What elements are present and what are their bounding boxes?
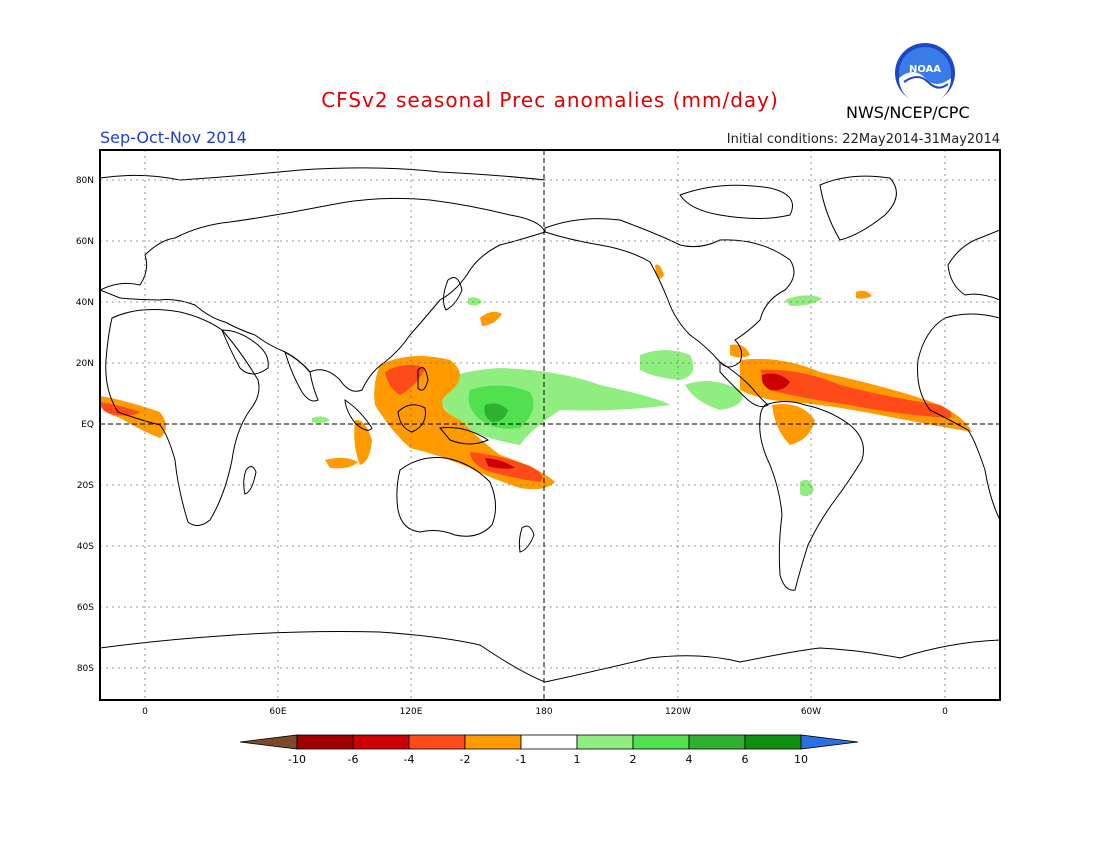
reference-lines <box>100 150 1000 700</box>
dry-anomaly-sumatra <box>354 419 372 465</box>
coastline-arctic-islands <box>679 184 793 219</box>
colorbar-label: -6 <box>348 753 359 766</box>
season-label: Sep-Oct-Nov 2014 <box>100 128 247 147</box>
lon-label: 0 <box>142 707 148 717</box>
lat-label: 60S <box>77 603 94 613</box>
colorbar-swatch <box>352 734 410 750</box>
lat-label: 40N <box>76 298 94 308</box>
colorbar-swatch <box>632 734 690 750</box>
lat-label: 80N <box>76 176 94 186</box>
coastline-new-zealand <box>518 525 535 553</box>
coastline-south-america <box>759 401 864 591</box>
coastline-arctic <box>100 167 546 181</box>
lat-label: 40S <box>77 542 94 552</box>
coastline-antarctica <box>100 631 1000 683</box>
agency-label: NWS/NCEP/CPC <box>846 103 970 122</box>
coastline-borneo <box>397 404 426 433</box>
lat-label: 80S <box>77 664 94 674</box>
colorbar-swatch <box>744 734 802 750</box>
lon-label: 120W <box>665 707 691 717</box>
lat-label: EQ <box>81 420 94 430</box>
coastline-arabia <box>221 329 269 375</box>
colorbar-label: 6 <box>742 753 749 766</box>
map-frame <box>99 149 1001 701</box>
colorbar-swatch <box>464 734 522 750</box>
colorbar-label: 10 <box>794 753 808 766</box>
lon-label: 0 <box>942 707 948 717</box>
coastlines <box>100 167 1000 683</box>
coastline-north-america <box>544 218 795 368</box>
coastline-central-america <box>719 361 769 408</box>
lon-label: 120E <box>400 707 423 717</box>
colorbar-label: -2 <box>460 753 471 766</box>
lon-label: 60E <box>269 707 286 717</box>
latitude-labels: 80N 60N 40N 20N EQ 20S 40S 60S 80S <box>76 176 94 674</box>
colorbar-label: 2 <box>630 753 637 766</box>
colorbar-label: -4 <box>404 753 415 766</box>
dry-anomaly-maritime-mid <box>385 364 425 395</box>
colorbar-swatch <box>520 734 578 750</box>
dry-anomaly-south-america <box>772 404 815 445</box>
wet-anomaly-atlantic <box>785 295 822 306</box>
wet-anomaly-indian <box>312 416 330 424</box>
dry-anomaly-us-west <box>655 264 664 279</box>
dry-anomaly-indian-ocean <box>325 457 358 469</box>
colorbar-swatch <box>576 734 634 750</box>
noaa-logo-icon: NOAA <box>895 43 955 104</box>
coastline-madagascar <box>243 466 257 495</box>
initial-conditions-label: Initial conditions: 22May2014-31May2014 <box>726 132 1000 147</box>
lat-label: 60N <box>76 237 94 247</box>
coastline-sumatra <box>344 399 373 431</box>
coastline-new-guinea <box>439 427 490 445</box>
longitude-labels: 0 60E 120E 180 120W 60W 0 <box>142 707 948 717</box>
gridlines <box>100 150 1000 700</box>
dry-anomaly-north-atlantic <box>856 290 872 299</box>
dry-anomaly-caribbean-core <box>761 373 790 391</box>
colorbar-label: 4 <box>686 753 693 766</box>
wet-anomaly-east-pacific <box>640 350 694 380</box>
colorbar-swatch <box>688 734 746 750</box>
anomaly-shading <box>100 264 972 497</box>
logo-text: NOAA <box>909 64 941 75</box>
wet-anomaly-pacific-core <box>484 403 508 422</box>
coastline-philippines <box>417 367 429 391</box>
lat-label: 20S <box>77 481 94 491</box>
coastline-japan <box>442 277 463 311</box>
colorbar-swatch <box>296 734 354 750</box>
wet-anomaly-north-pacific <box>468 297 482 306</box>
colorbar-label: -1 <box>516 753 527 766</box>
colorbar-swatch <box>408 734 466 750</box>
dry-anomaly-east-pacific-coast <box>730 344 750 358</box>
colorbar-high-arrow <box>800 734 859 750</box>
coastline-india <box>284 350 319 402</box>
dry-anomaly-atlantic-itcz-mid <box>760 369 952 418</box>
colorbar-label: 1 <box>574 753 581 766</box>
coastline-greenland <box>819 175 897 241</box>
coastline-europe-east-edge <box>947 229 1000 301</box>
chart-title: CFSv2 seasonal Prec anomalies (mm/day) <box>321 88 779 112</box>
colorbar-low-arrow <box>239 734 298 750</box>
dry-anomaly-south-pacific-core <box>485 458 515 469</box>
dry-anomaly-west-africa-mid <box>100 402 140 416</box>
wet-anomaly-brazil <box>800 479 814 497</box>
colorbar-label: -10 <box>288 753 306 766</box>
lat-label: 20N <box>76 359 94 369</box>
colorbar: -10 -6 -4 -2 -1 1 2 4 6 10 <box>239 734 859 766</box>
wet-anomaly-central-america <box>685 381 743 410</box>
lon-label: 180 <box>535 707 552 717</box>
lon-label: 60W <box>801 707 821 717</box>
coastline-eurasia <box>100 197 546 392</box>
dry-anomaly-west-pacific-north <box>480 311 502 326</box>
coastline-australia <box>396 457 496 537</box>
